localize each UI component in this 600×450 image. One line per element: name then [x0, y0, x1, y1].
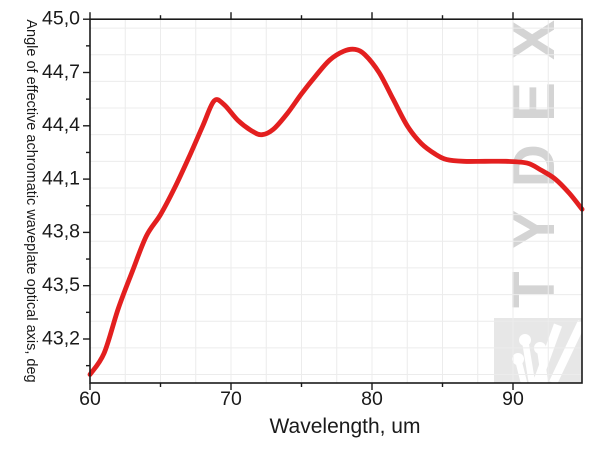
- svg-text:Wavelength, um: Wavelength, um: [270, 415, 421, 438]
- svg-text:90: 90: [502, 388, 524, 410]
- svg-text:43,2: 43,2: [42, 327, 80, 349]
- svg-text:Angle of effective achromatic: Angle of effective achromatic waveplate …: [23, 19, 39, 382]
- svg-text:44,4: 44,4: [42, 114, 80, 136]
- svg-text:60: 60: [79, 388, 101, 410]
- svg-text:80: 80: [361, 388, 383, 410]
- svg-text:70: 70: [220, 388, 242, 410]
- svg-text:43,5: 43,5: [42, 274, 80, 296]
- svg-text:45,0: 45,0: [42, 8, 80, 30]
- svg-text:44,1: 44,1: [42, 167, 80, 189]
- svg-text:44,7: 44,7: [42, 61, 80, 83]
- svg-text:43,8: 43,8: [42, 221, 80, 243]
- svg-text:TYDEX: TYDEX: [500, 0, 567, 308]
